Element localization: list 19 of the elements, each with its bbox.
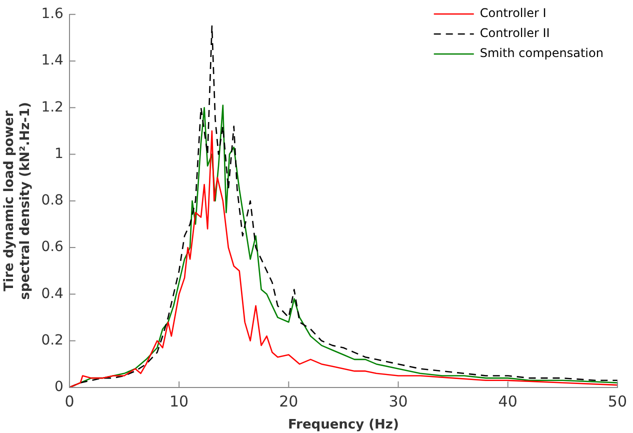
x-tick-label: 10	[170, 392, 189, 410]
x-tick-label: 40	[498, 392, 518, 410]
y-axis-title: Tire dynamic load power spectral density (kN².Hz-1)	[2, 102, 33, 300]
legend-label: Controller I	[480, 6, 546, 20]
y-tick-label: 1.4	[41, 52, 64, 69]
legend-label: Smith compensation	[480, 46, 604, 60]
x-axis-title: Frequency (Hz)	[288, 418, 399, 433]
x-tick-label: 50	[608, 392, 628, 410]
y-tick-label: 1.2	[41, 99, 64, 116]
y-tick-label: 0.8	[41, 192, 64, 209]
y-tick-label: 1	[54, 146, 64, 162]
legend-label: Controller II	[480, 26, 550, 40]
x-tick-label: 30	[388, 392, 408, 410]
y-tick-label: 0.2	[41, 332, 64, 348]
y-tick-label: 0	[54, 379, 64, 396]
y-tick-label: 0.4	[41, 286, 64, 302]
x-tick-label: 20	[279, 392, 298, 410]
y-tick-label: 1.6	[41, 6, 64, 22]
y-tick-label: 0.6	[41, 239, 64, 256]
